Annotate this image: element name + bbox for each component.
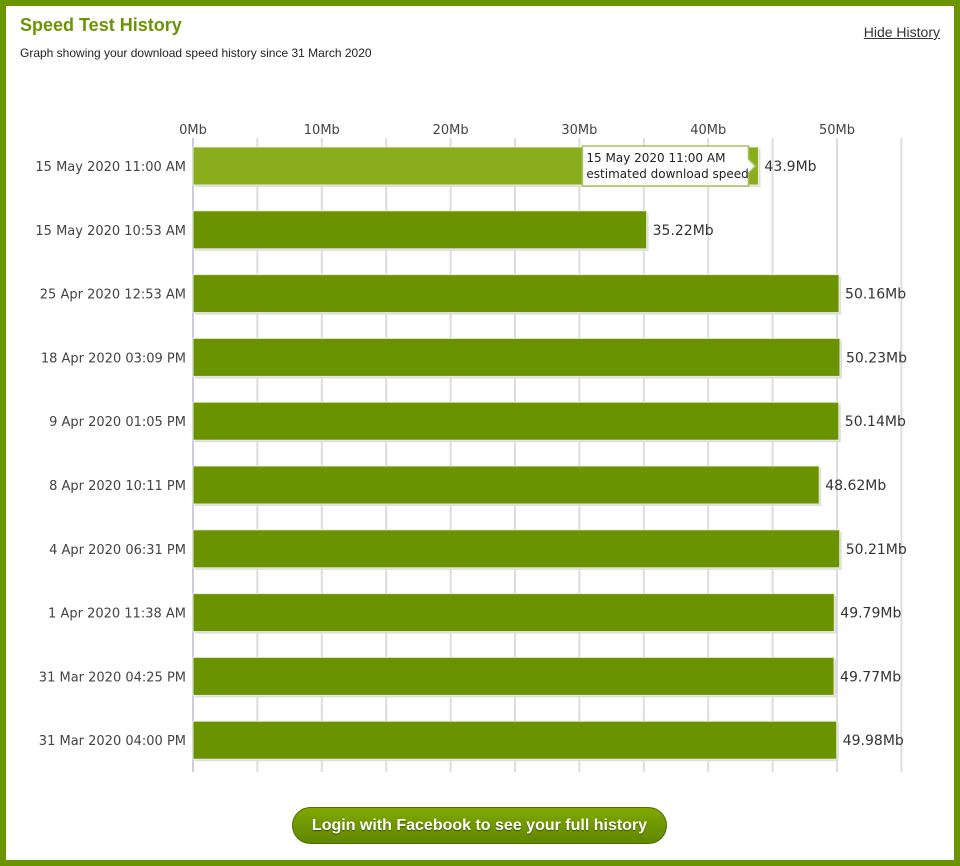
tooltip-caption: estimated download speed [586, 167, 748, 181]
bar-value-label: 49.79Mb [840, 606, 901, 622]
bar-value-label: 50.21Mb [846, 542, 907, 558]
bar-value-label: 48.62Mb [825, 478, 886, 494]
x-tick-label: 50Mb [819, 123, 855, 138]
speed-bar [192, 656, 835, 696]
bar-value-label: 50.23Mb [846, 350, 907, 366]
speed-bar [192, 465, 820, 505]
y-category-label: 18 Apr 2020 03:09 PM [41, 351, 186, 366]
bar-value-label: 43.9Mb [764, 159, 816, 175]
y-category-label: 8 Apr 2020 10:11 PM [49, 479, 186, 494]
tooltip-date: 15 May 2020 11:00 AM [586, 151, 725, 165]
y-category-label: 1 Apr 2020 11:38 AM [48, 607, 186, 622]
speed-bar [192, 210, 648, 250]
y-category-label: 9 Apr 2020 01:05 PM [49, 415, 186, 430]
speed-bar [192, 274, 840, 314]
y-category-label: 4 Apr 2020 06:31 PM [49, 543, 186, 558]
hide-history-link[interactable]: Hide History [863, 24, 940, 40]
tooltip-box [581, 145, 757, 187]
x-tick-label: 20Mb [433, 123, 469, 138]
speed-bar [192, 401, 840, 441]
x-tick-label: 10Mb [304, 123, 340, 138]
speed-bar [192, 529, 841, 569]
y-category-label: 15 May 2020 11:00 AM [35, 160, 186, 175]
x-tick-label: 40Mb [690, 123, 726, 138]
x-tick-label: 30Mb [561, 123, 597, 138]
speed-bar [192, 720, 838, 760]
y-category-label: 25 Apr 2020 12:53 AM [40, 288, 186, 303]
speed-bar [192, 337, 841, 377]
login-facebook-button[interactable]: Login with Facebook to see your full his… [292, 807, 667, 844]
bar-value-label: 35.22Mb [653, 223, 714, 239]
bar-value-label: 50.16Mb [845, 287, 906, 303]
speed-bar [192, 593, 835, 633]
bar-value-label: 50.14Mb [845, 414, 906, 430]
bar-value-label: 49.98Mb [843, 733, 904, 749]
y-category-label: 31 Mar 2020 04:00 PM [39, 734, 186, 749]
y-category-label: 31 Mar 2020 04:25 PM [39, 670, 186, 685]
bar-value-label: 49.77Mb [840, 669, 901, 685]
page-title: Speed Test History [20, 15, 182, 35]
x-tick-label: 0Mb [179, 123, 207, 138]
y-category-label: 15 May 2020 10:53 AM [35, 224, 186, 239]
page-subtitle: Graph showing your download speed histor… [20, 46, 372, 60]
